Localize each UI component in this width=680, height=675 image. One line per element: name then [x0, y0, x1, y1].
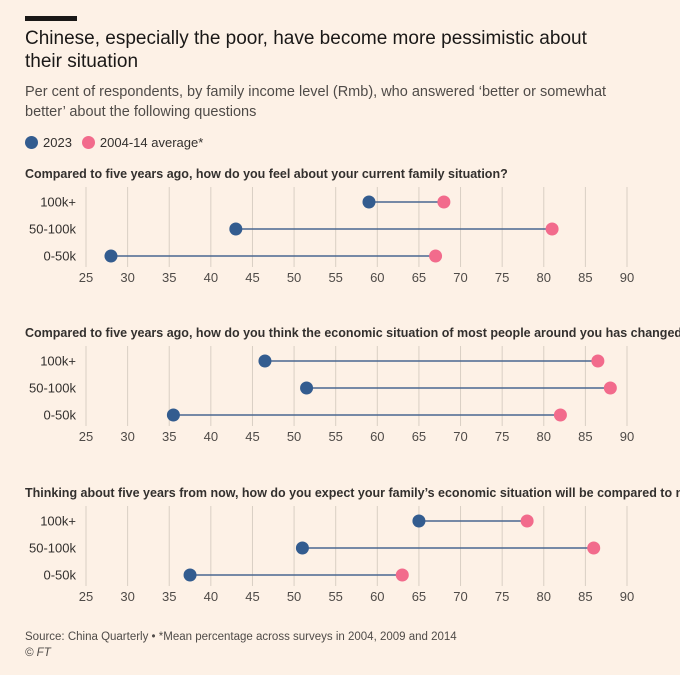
x-tick-label: 35 — [162, 429, 176, 444]
legend: 2023 2004-14 average* — [25, 135, 213, 150]
x-tick-label: 80 — [537, 429, 551, 444]
x-tick-label: 85 — [578, 429, 592, 444]
point-average — [591, 354, 605, 368]
x-tick-label: 90 — [620, 429, 634, 444]
x-tick-label: 30 — [120, 589, 134, 604]
category-label: 100k+ — [40, 195, 76, 210]
x-tick-label: 35 — [162, 270, 176, 285]
x-tick-label: 50 — [287, 270, 301, 285]
point-average — [395, 568, 409, 582]
x-tick-label: 55 — [328, 270, 342, 285]
panel-3-question: Thinking about five years from now, how … — [25, 486, 680, 500]
point-2023 — [258, 354, 272, 368]
category-label: 0-50k — [43, 568, 76, 583]
x-tick-label: 60 — [370, 429, 384, 444]
source-note: Source: China Quarterly • *Mean percenta… — [25, 631, 457, 643]
x-tick-label: 25 — [79, 429, 93, 444]
x-tick-label: 60 — [370, 270, 384, 285]
category-label: 100k+ — [40, 514, 76, 529]
point-2023 — [362, 195, 376, 209]
x-tick-label: 85 — [578, 270, 592, 285]
panel-1-chart: 25 30 35 40 45 50 55 60 65 70 75 80 85 90 100k+ 50-100k… — [29, 187, 634, 285]
point-average — [587, 541, 601, 555]
category-label: 50-100k — [29, 381, 76, 396]
category-label: 50-100k — [29, 541, 76, 556]
panel-1-question: Compared to five years ago, how do you f… — [25, 167, 508, 181]
legend-item-2023: 2023 — [25, 135, 72, 150]
point-2023 — [166, 408, 180, 422]
x-tick-label: 80 — [537, 589, 551, 604]
x-tick-label: 40 — [204, 270, 218, 285]
x-tick-label: 50 — [287, 589, 301, 604]
header-rule — [25, 16, 77, 21]
point-2023 — [183, 568, 197, 582]
x-tick-label: 90 — [620, 270, 634, 285]
x-tick-label: 75 — [495, 270, 509, 285]
chart-title: Chinese, especially the poor, have becom… — [25, 28, 587, 72]
copyright: © FT — [25, 647, 51, 659]
x-tick-label: 75 — [495, 429, 509, 444]
point-2023 — [295, 541, 309, 555]
legend-label-2023: 2023 — [43, 135, 72, 150]
point-2023 — [300, 381, 314, 395]
x-tick-label: 55 — [328, 429, 342, 444]
point-average — [603, 381, 617, 395]
panel-3-chart: 25 30 35 40 45 50 55 60 65 70 75 80 85 90 100k+ 50-100k… — [29, 506, 634, 604]
category-label: 100k+ — [40, 354, 76, 369]
x-tick-label: 65 — [412, 429, 426, 444]
x-tick-label: 45 — [245, 270, 259, 285]
x-tick-label: 40 — [204, 429, 218, 444]
point-average — [545, 222, 559, 236]
point-2023 — [104, 249, 118, 263]
x-tick-label: 30 — [120, 429, 134, 444]
x-tick-label: 65 — [412, 589, 426, 604]
x-tick-label: 85 — [578, 589, 592, 604]
chart-subtitle: Per cent of respondents, by family incom… — [25, 84, 607, 120]
x-tick-label: 25 — [79, 270, 93, 285]
point-2023 — [229, 222, 243, 236]
x-tick-label: 70 — [453, 429, 467, 444]
point-average — [553, 408, 567, 422]
x-tick-label: 45 — [245, 589, 259, 604]
panel-2-question: Compared to five years ago, how do you t… — [25, 326, 680, 340]
x-tick-label: 70 — [453, 270, 467, 285]
x-tick-label: 60 — [370, 589, 384, 604]
x-tick-label: 75 — [495, 589, 509, 604]
category-label: 0-50k — [43, 249, 76, 264]
legend-item-average: 2004-14 average* — [81, 135, 204, 150]
legend-swatch-average — [81, 136, 95, 149]
point-average — [437, 195, 451, 209]
legend-label-average: 2004-14 average* — [99, 135, 204, 150]
x-tick-label: 70 — [453, 589, 467, 604]
x-tick-label: 35 — [162, 589, 176, 604]
x-tick-label: 40 — [204, 589, 218, 604]
point-average — [520, 514, 534, 528]
category-label: 50-100k — [29, 222, 76, 237]
panel-2-chart: 25 30 35 40 45 50 55 60 65 70 75 80 85 90 100k+ 50-100k… — [29, 346, 634, 444]
x-tick-label: 45 — [245, 429, 259, 444]
x-tick-label: 50 — [287, 429, 301, 444]
x-tick-label: 65 — [412, 270, 426, 285]
legend-swatch-2023 — [25, 136, 38, 149]
x-tick-label: 90 — [620, 589, 634, 604]
category-label: 0-50k — [43, 408, 76, 423]
x-tick-label: 80 — [537, 270, 551, 285]
x-tick-label: 25 — [79, 589, 93, 604]
x-tick-label: 30 — [120, 270, 134, 285]
point-average — [429, 249, 443, 263]
x-tick-label: 55 — [328, 589, 342, 604]
point-2023 — [412, 514, 426, 528]
